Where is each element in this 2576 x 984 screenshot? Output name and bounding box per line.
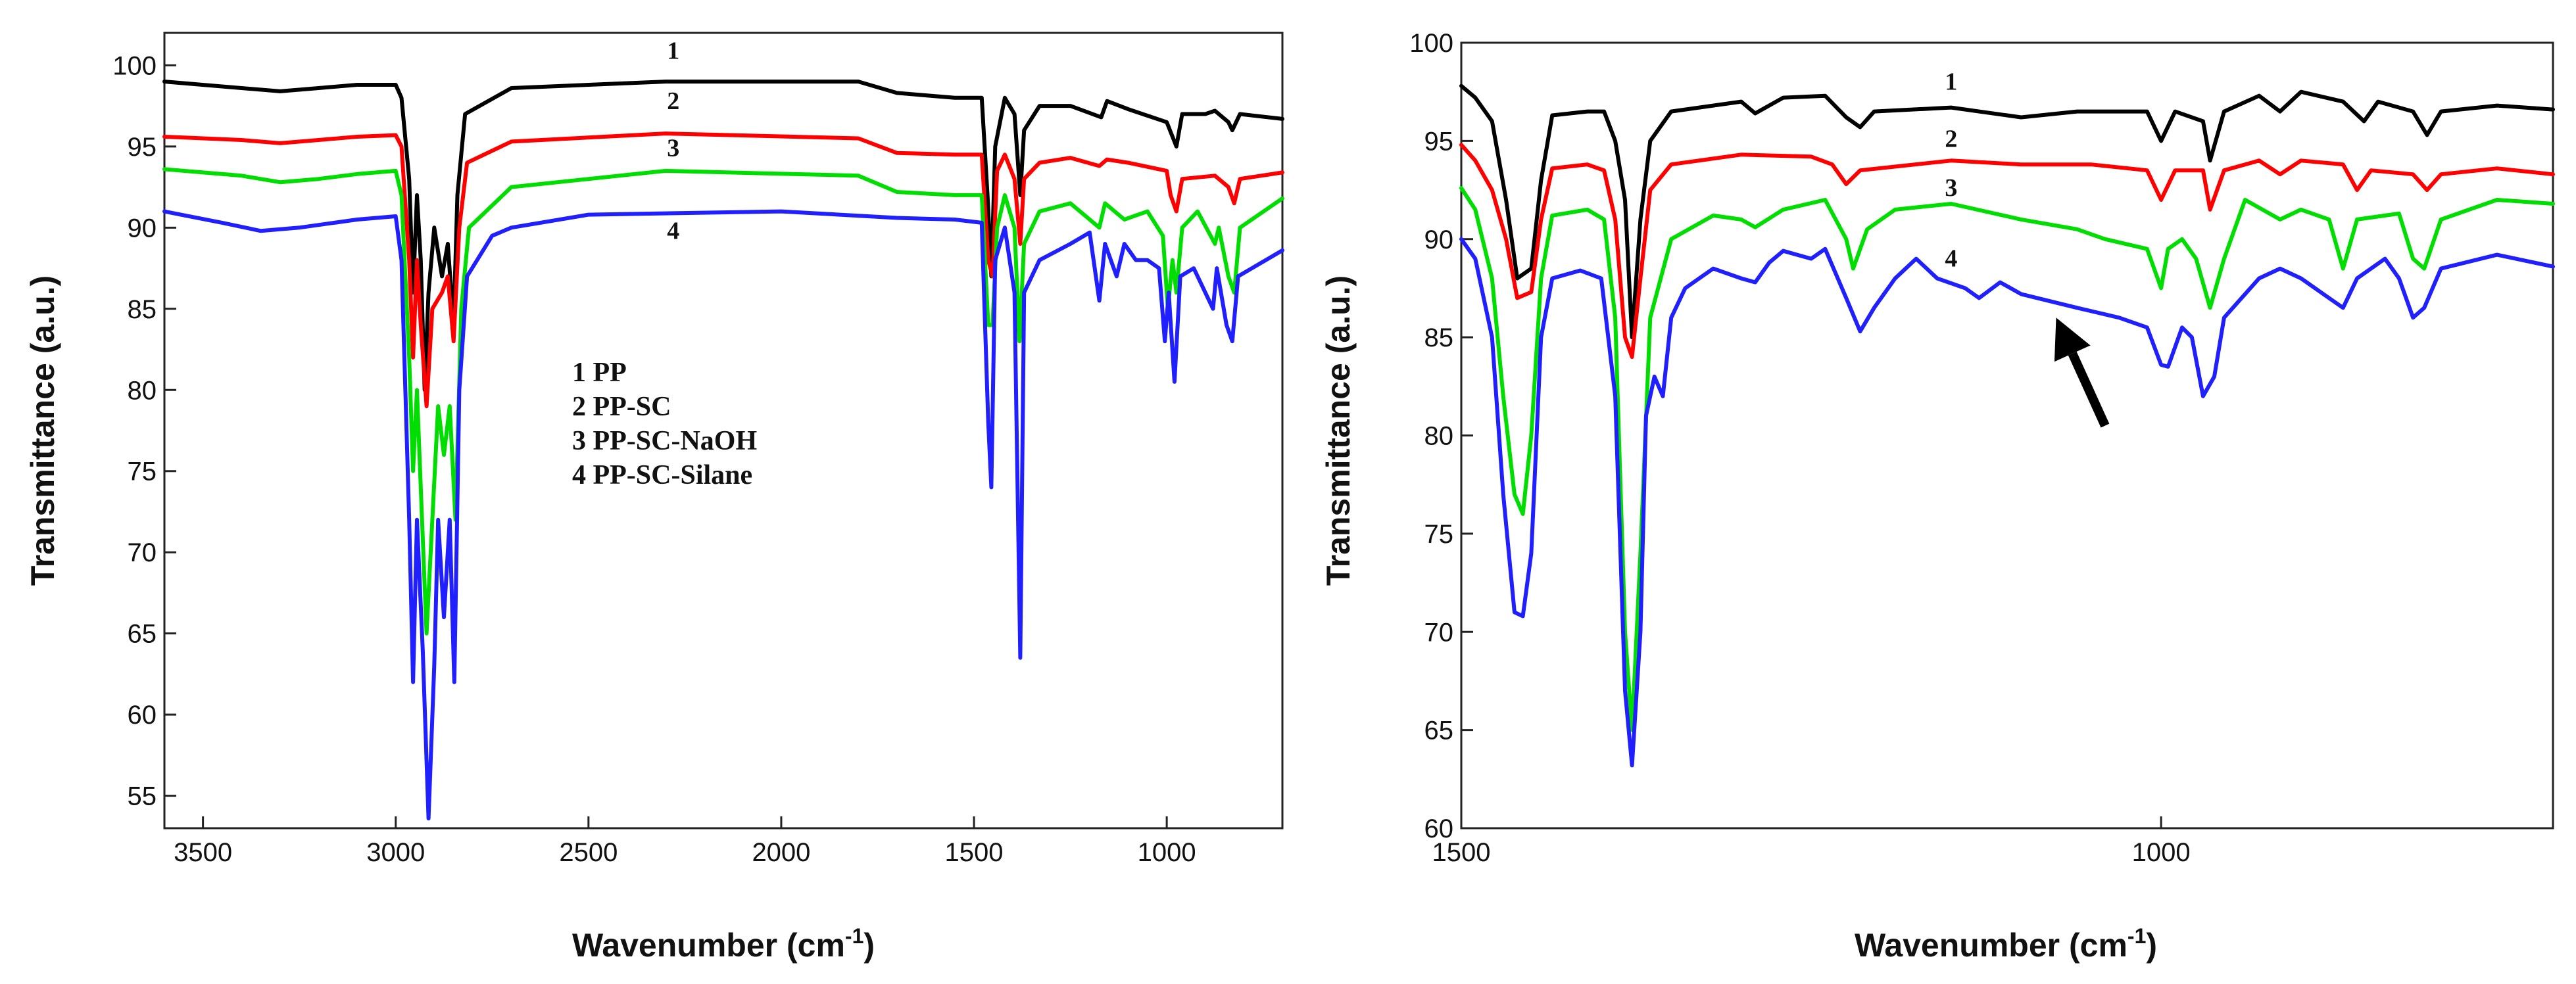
left-y-tick-label: 65 — [128, 620, 157, 649]
left-y-tick-label: 80 — [128, 376, 157, 405]
left-y-axis: 55 60 65 70 75 80 85 90 95 100 — [112, 51, 176, 811]
left-series-1-line — [162, 80, 1284, 392]
right-y-tick-label: 60 — [1424, 814, 1454, 843]
left-x-tick-label: 1000 — [1138, 838, 1196, 867]
legend-entry-3: 3 PP-SC-NaOH — [572, 426, 757, 456]
left-x-tick-label: 1500 — [945, 838, 1004, 867]
left-y-tick-label: 70 — [128, 538, 157, 567]
left-y-axis-title: Transmittance (a.u.) — [24, 275, 61, 586]
left-series-1-label: 1 — [667, 37, 679, 65]
right-y-axis-title: Transmittance (a.u.) — [1320, 275, 1357, 586]
right-y-axis: 60 65 70 75 80 85 90 95 100 — [1409, 29, 1473, 843]
left-x-tick-label: 2000 — [752, 838, 810, 867]
right-x-tick-label: 1500 — [1432, 838, 1491, 867]
left-series-3-line — [162, 167, 1284, 636]
arrow-annotation — [2054, 317, 2110, 428]
left-x-axis: 3500 3000 2500 2000 1500 1000 — [174, 816, 1196, 867]
left-y-tick-label: 60 — [128, 701, 157, 730]
left-series-group: 1 2 3 4 — [162, 37, 1284, 821]
right-chart: 1500 1000 60 65 70 75 80 85 90 95 100 1 2 3 4 Transm… — [1320, 29, 2555, 964]
right-x-axis-title: Wavenumber (cm-1) — [1855, 924, 2157, 964]
left-chart: 3500 3000 2500 2000 1500 1000 55 60 65 70 75 80 85 9… — [24, 32, 1284, 964]
left-y-tick-label: 55 — [128, 782, 157, 811]
right-y-tick-label: 70 — [1424, 618, 1454, 647]
arrow-shaft — [2068, 352, 2110, 428]
right-y-tick-label: 65 — [1424, 716, 1454, 745]
right-y-tick-label: 85 — [1424, 323, 1454, 352]
left-series-4-line — [162, 209, 1284, 821]
right-series-3-line — [1459, 186, 2555, 732]
left-y-tick-label: 85 — [128, 295, 157, 324]
right-x-axis: 1500 1000 — [1432, 816, 2191, 867]
left-series-4-label: 4 — [667, 218, 679, 245]
right-series-2-label: 2 — [1945, 125, 1957, 152]
right-y-tick-label: 90 — [1424, 225, 1454, 254]
right-series-1-label: 1 — [1945, 68, 1957, 96]
right-series-4-label: 4 — [1945, 245, 1957, 273]
right-series-3-label: 3 — [1945, 174, 1957, 202]
right-y-tick-label: 80 — [1424, 422, 1454, 451]
left-x-tick-label: 2500 — [559, 838, 618, 867]
left-series-2-line — [162, 131, 1284, 408]
left-plot-frame — [163, 32, 1284, 830]
right-series-4-line — [1459, 237, 2555, 768]
left-y-tick-label: 75 — [128, 457, 157, 486]
legend-entry-1: 1 PP — [572, 358, 627, 388]
left-x-axis-title: Wavenumber (cm-1) — [572, 924, 875, 964]
right-y-tick-label: 100 — [1409, 29, 1453, 58]
legend-entry-2: 2 PP-SC — [572, 392, 671, 422]
left-y-tick-label: 90 — [128, 214, 157, 243]
legend-entry-4: 4 PP-SC-Silane — [572, 460, 752, 490]
left-legend: 1 PP 2 PP-SC 3 PP-SC-NaOH 4 PP-SC-Silane — [572, 358, 757, 490]
right-x-tick-label: 1000 — [2132, 838, 2191, 867]
right-series-1-line — [1459, 83, 2555, 340]
arrow-head — [2054, 317, 2091, 362]
left-x-tick-label: 3500 — [174, 838, 232, 867]
left-series-3-label: 3 — [667, 135, 679, 162]
left-series-2-label: 2 — [667, 87, 679, 115]
left-y-tick-label: 100 — [112, 51, 157, 80]
right-series-2-line — [1459, 143, 2555, 359]
left-y-tick-label: 95 — [128, 133, 157, 162]
left-x-tick-label: 3000 — [366, 838, 425, 867]
right-series-group: 1 2 3 4 — [1459, 68, 2555, 768]
right-y-tick-label: 75 — [1424, 520, 1454, 549]
right-y-tick-label: 95 — [1424, 127, 1454, 156]
